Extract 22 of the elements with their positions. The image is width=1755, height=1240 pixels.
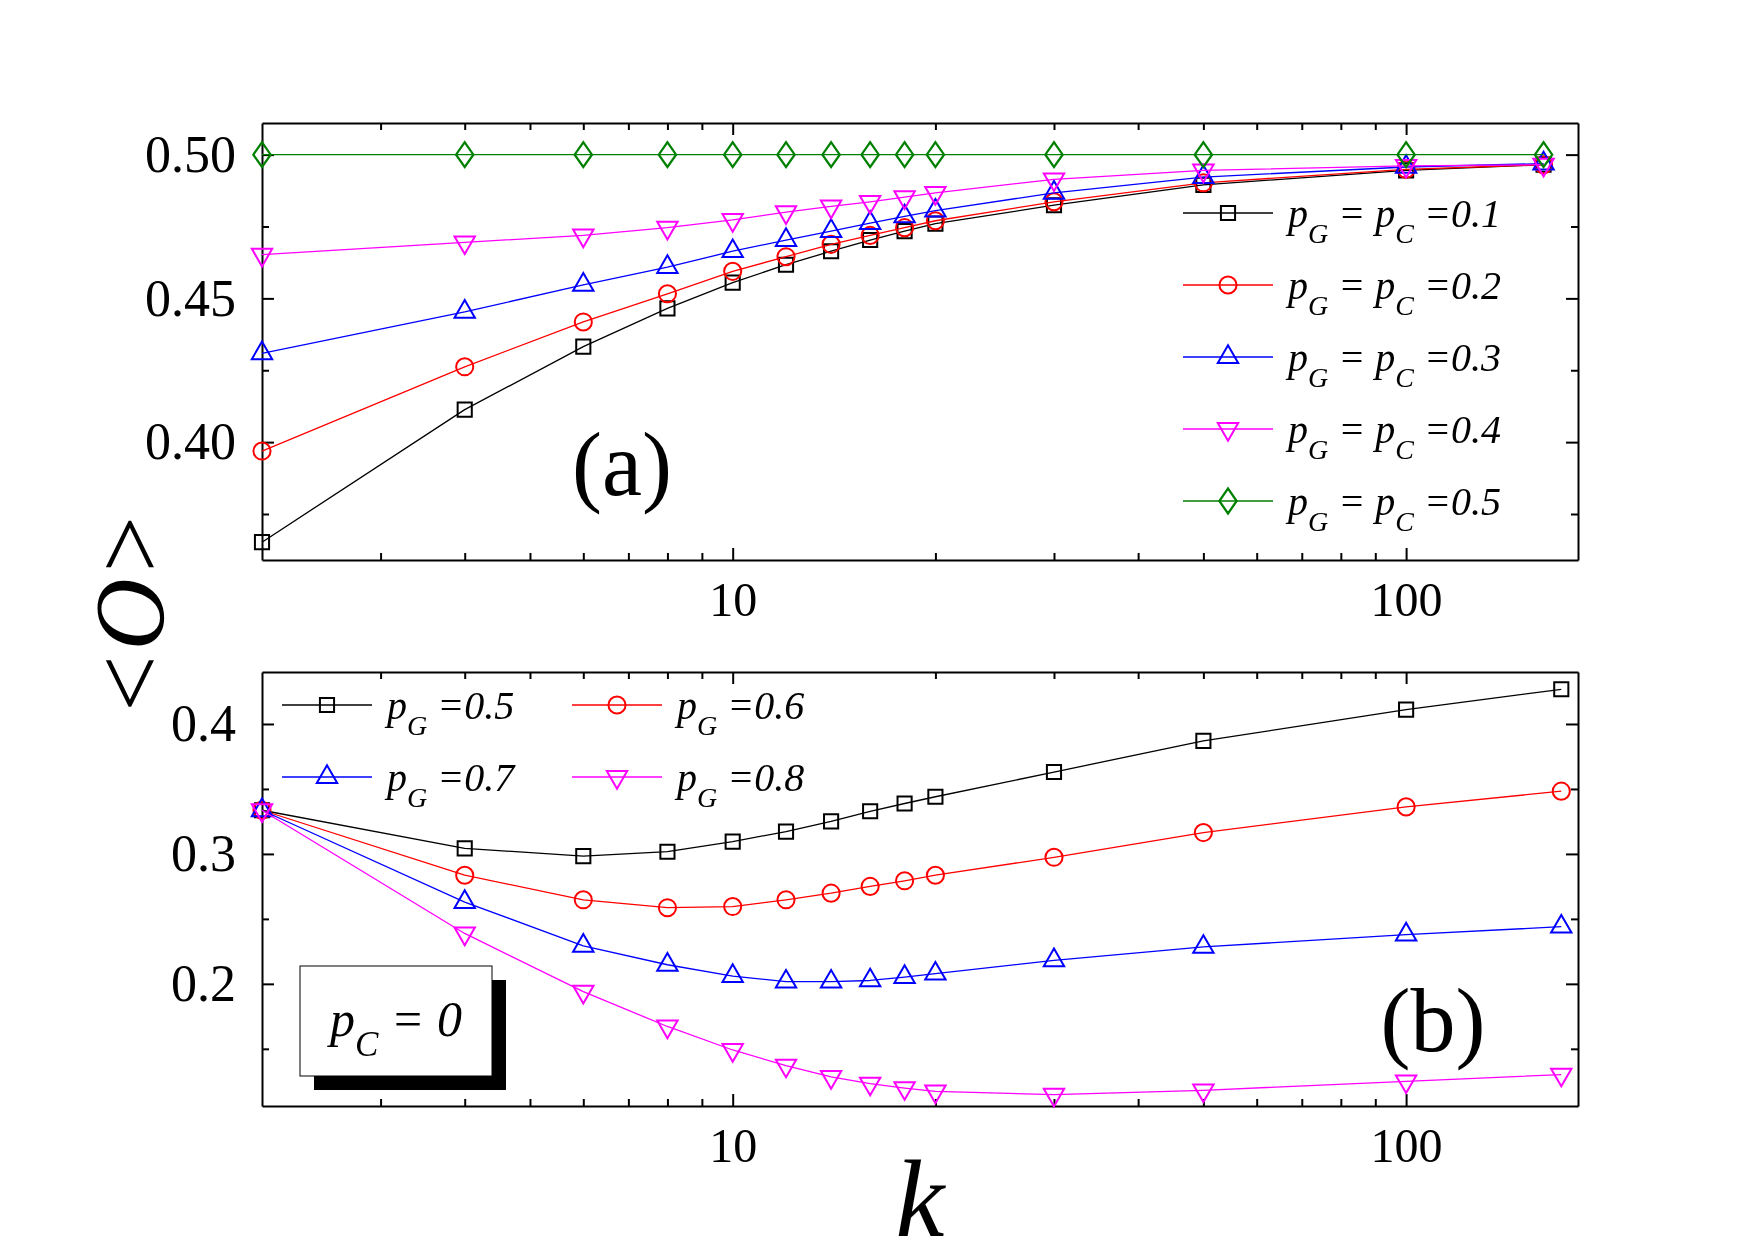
annotation: p$_{C}$ = 0 [326, 991, 463, 1064]
y-tick-label: 0.50 [145, 125, 236, 183]
legend-label: p$_{G}$ =0.8 [674, 755, 805, 813]
legend-label: p$_{G}$ =0.6 [674, 683, 805, 741]
annotation: (b) [1380, 971, 1486, 1071]
legend-label: p$_{G}$ =0.5 [384, 683, 515, 741]
x-tick-label: 10 [709, 573, 758, 627]
annotation: (a) [572, 415, 672, 515]
x-axis-title: k [895, 1138, 947, 1240]
y-tick-label: 0.3 [171, 825, 236, 883]
x-tick-label: 10 [709, 1119, 758, 1173]
legend-label: p$_{G}$ = p$_{C}$ =0.4 [1285, 407, 1501, 465]
x-tick-label: 100 [1370, 1119, 1443, 1173]
legend-label: p$_{G}$ = p$_{C}$ =0.5 [1285, 479, 1501, 537]
y-tick-label: 0.40 [145, 413, 236, 471]
legend-label: p$_{G}$ = p$_{C}$ =0.2 [1285, 263, 1501, 321]
legend-label: p$_{G}$ =0.7 [384, 755, 517, 813]
x-tick-label: 100 [1370, 573, 1443, 627]
y-tick-label: 0.45 [145, 269, 236, 327]
legend-label: p$_{G}$ = p$_{C}$ =0.3 [1285, 335, 1501, 393]
y-tick-label: 0.2 [171, 955, 236, 1012]
legend-label: p$_{G}$ = p$_{C}$ =0.1 [1285, 191, 1501, 249]
